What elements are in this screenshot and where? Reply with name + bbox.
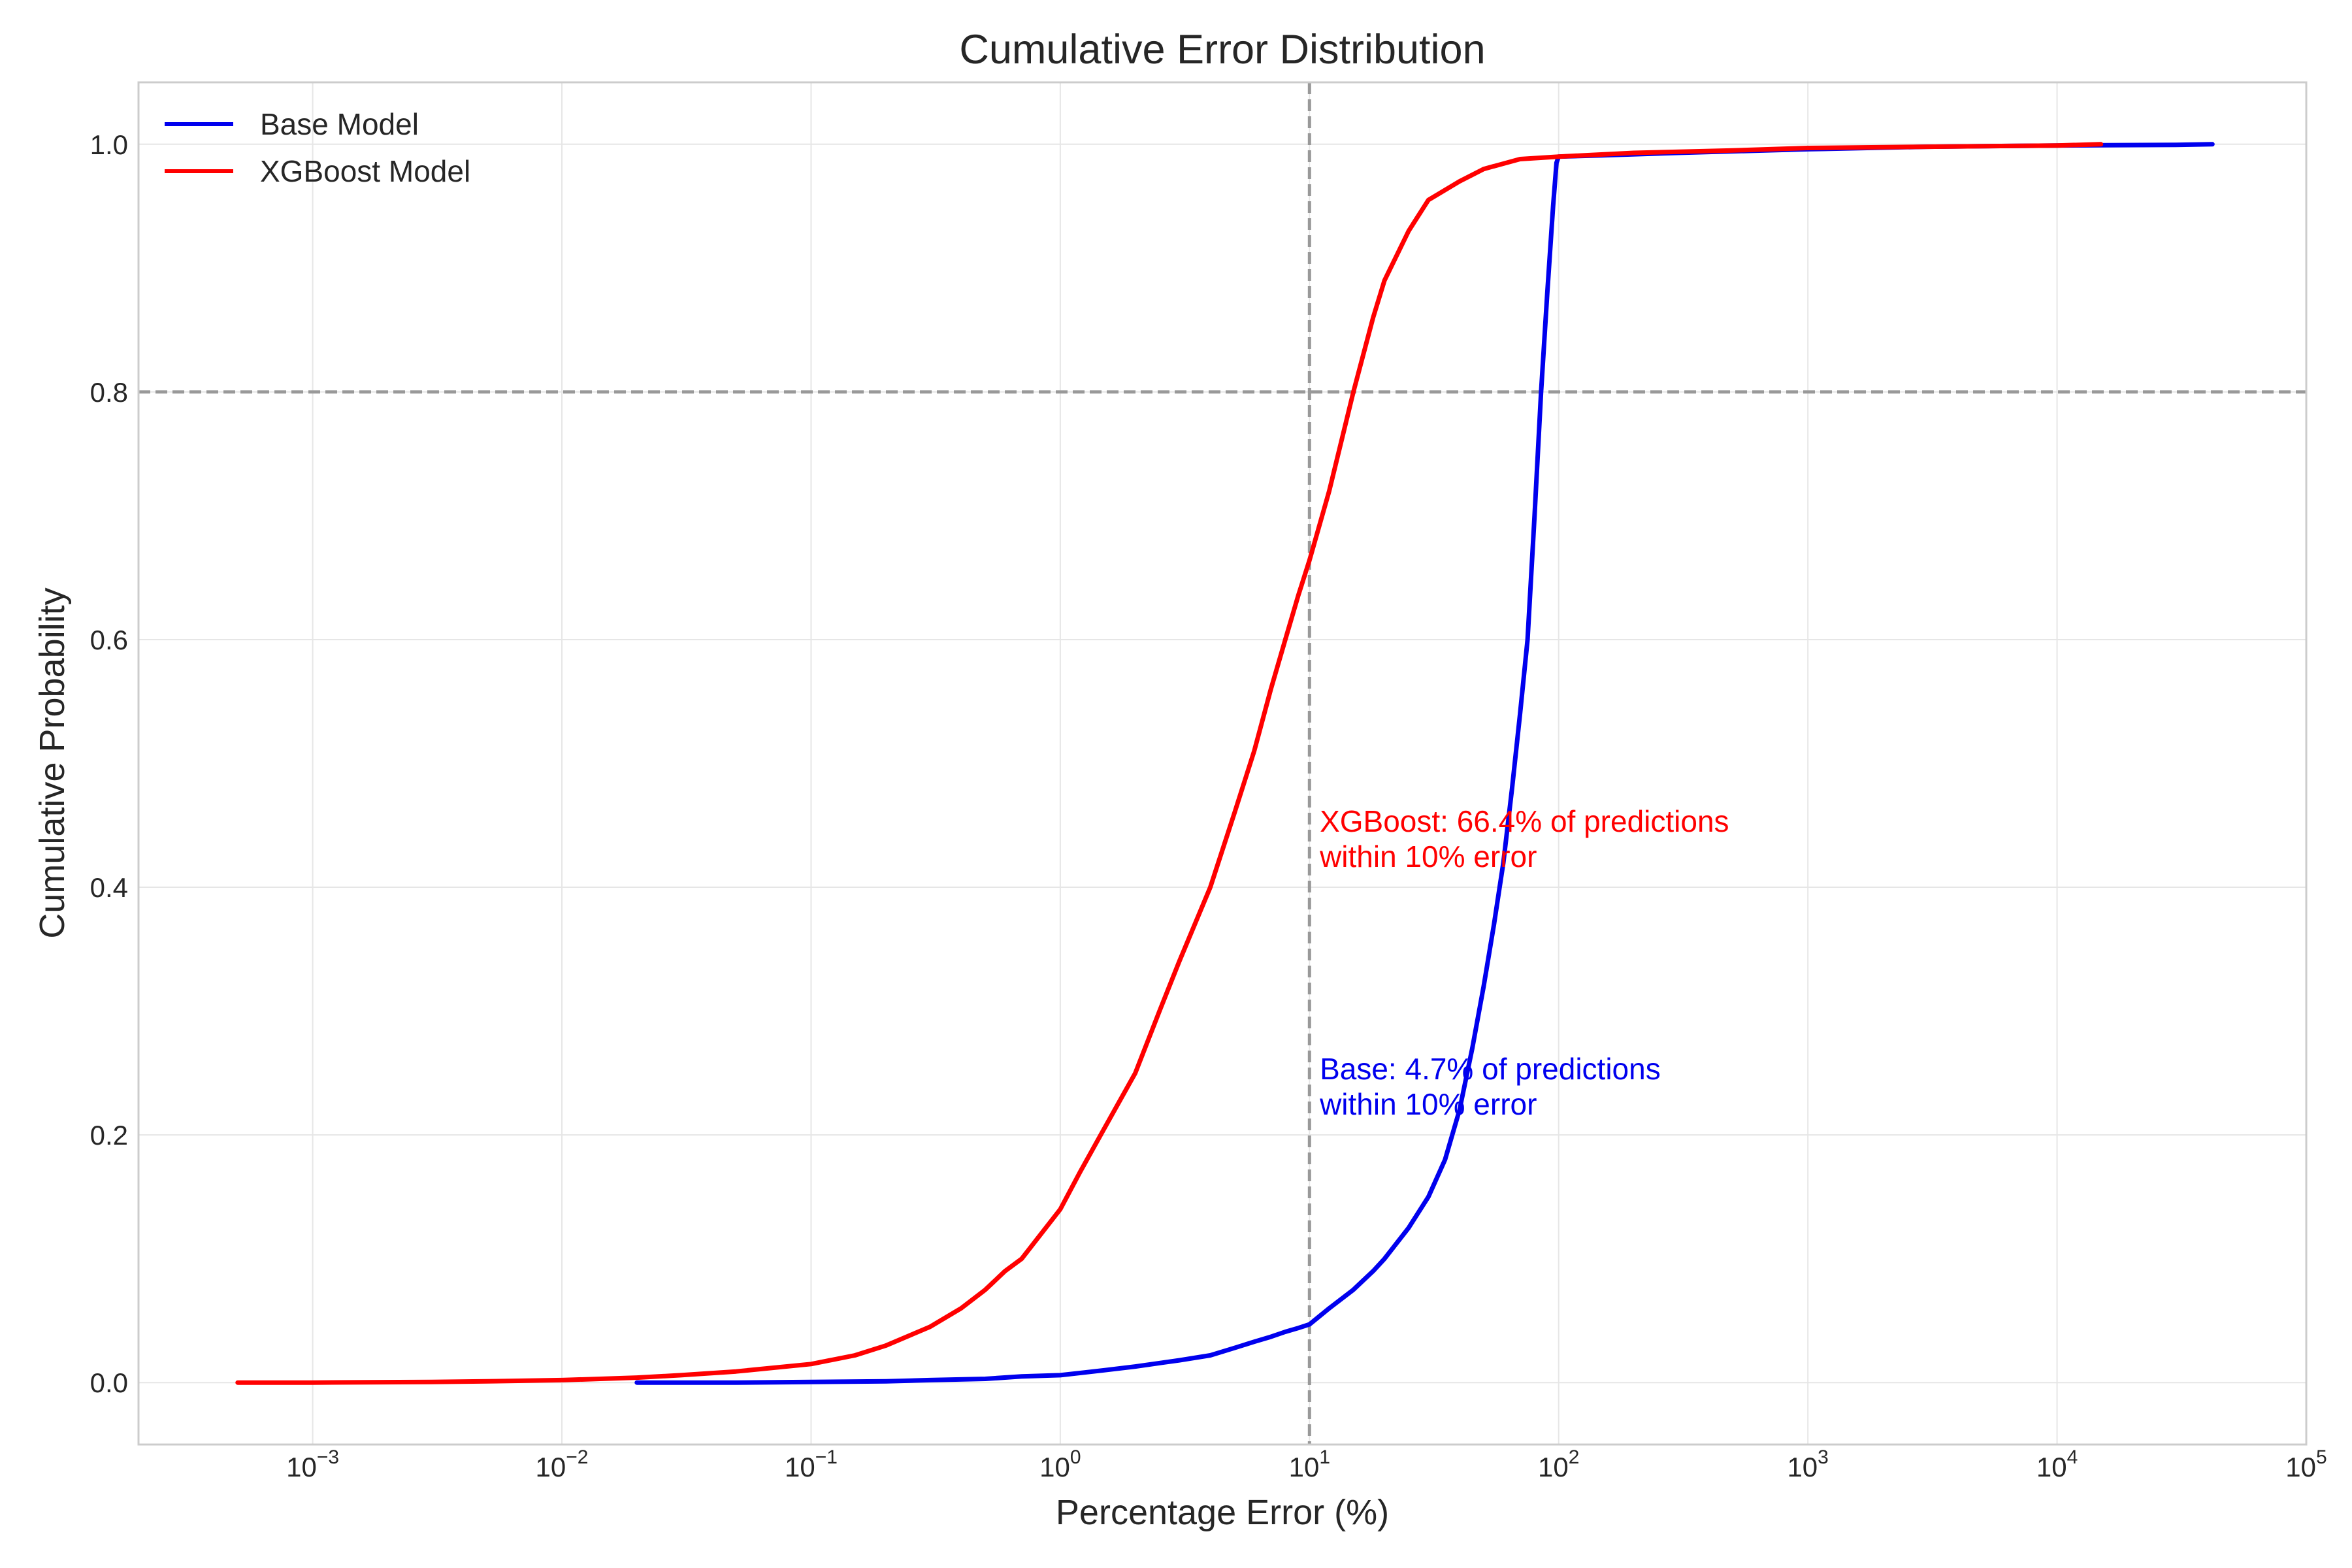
- y-tick-label-1: 0.2: [90, 1120, 128, 1151]
- y-axis-title: Cumulative Probability: [33, 587, 72, 938]
- x-axis-title: Percentage Error (%): [1056, 1493, 1389, 1532]
- legend-label-base-model: Base Model: [260, 107, 419, 141]
- x-tick-label-5: 102: [1538, 1446, 1579, 1482]
- y-tick-label-4: 0.8: [90, 377, 128, 408]
- y-tick-labels: 0.0 0.2 0.4 0.6 0.8 1.0: [90, 129, 128, 1398]
- x-tick-label-2: 10−1: [785, 1446, 838, 1482]
- chart-title: Cumulative Error Distribution: [959, 27, 1485, 73]
- y-tick-label-5: 1.0: [90, 129, 128, 160]
- x-tick-label-1: 10−2: [536, 1446, 589, 1482]
- series-line-xgboost-model: [235, 142, 2104, 1385]
- y-tick-label-2: 0.4: [90, 872, 128, 903]
- x-tick-label-8: 105: [2285, 1446, 2327, 1482]
- x-tick-label-0: 10−3: [286, 1446, 339, 1482]
- annotation-1-line-0: Base: 4.7% of predictions: [1320, 1052, 1661, 1086]
- x-tick-label-6: 103: [1787, 1446, 1828, 1482]
- annotation-0-line-1: within 10% error: [1319, 840, 1537, 874]
- annotation-1-line-1: within 10% error: [1319, 1087, 1537, 1121]
- plot-frame: [137, 81, 2308, 1446]
- legend-label-xgboost-model: XGBoost Model: [260, 154, 470, 188]
- x-tick-label-7: 104: [2036, 1446, 2078, 1482]
- series-line-base-model: [634, 142, 2215, 1385]
- x-tick-labels: 10−3 10−2 10−1 100 101 102 103 104 105: [286, 1446, 2327, 1482]
- reference-lines: [139, 82, 2306, 1445]
- y-tick-label-3: 0.6: [90, 625, 128, 655]
- series-layer: [235, 142, 2215, 1385]
- x-tick-label-4: 101: [1289, 1446, 1330, 1482]
- annotation-0-line-0: XGBoost: 66.4% of predictions: [1320, 804, 1729, 838]
- x-tick-label-3: 100: [1039, 1446, 1081, 1482]
- legend: Base Model XGBoost Model: [165, 107, 470, 188]
- plot-background: [139, 82, 2306, 1445]
- y-tick-label-0: 0.0: [90, 1367, 128, 1398]
